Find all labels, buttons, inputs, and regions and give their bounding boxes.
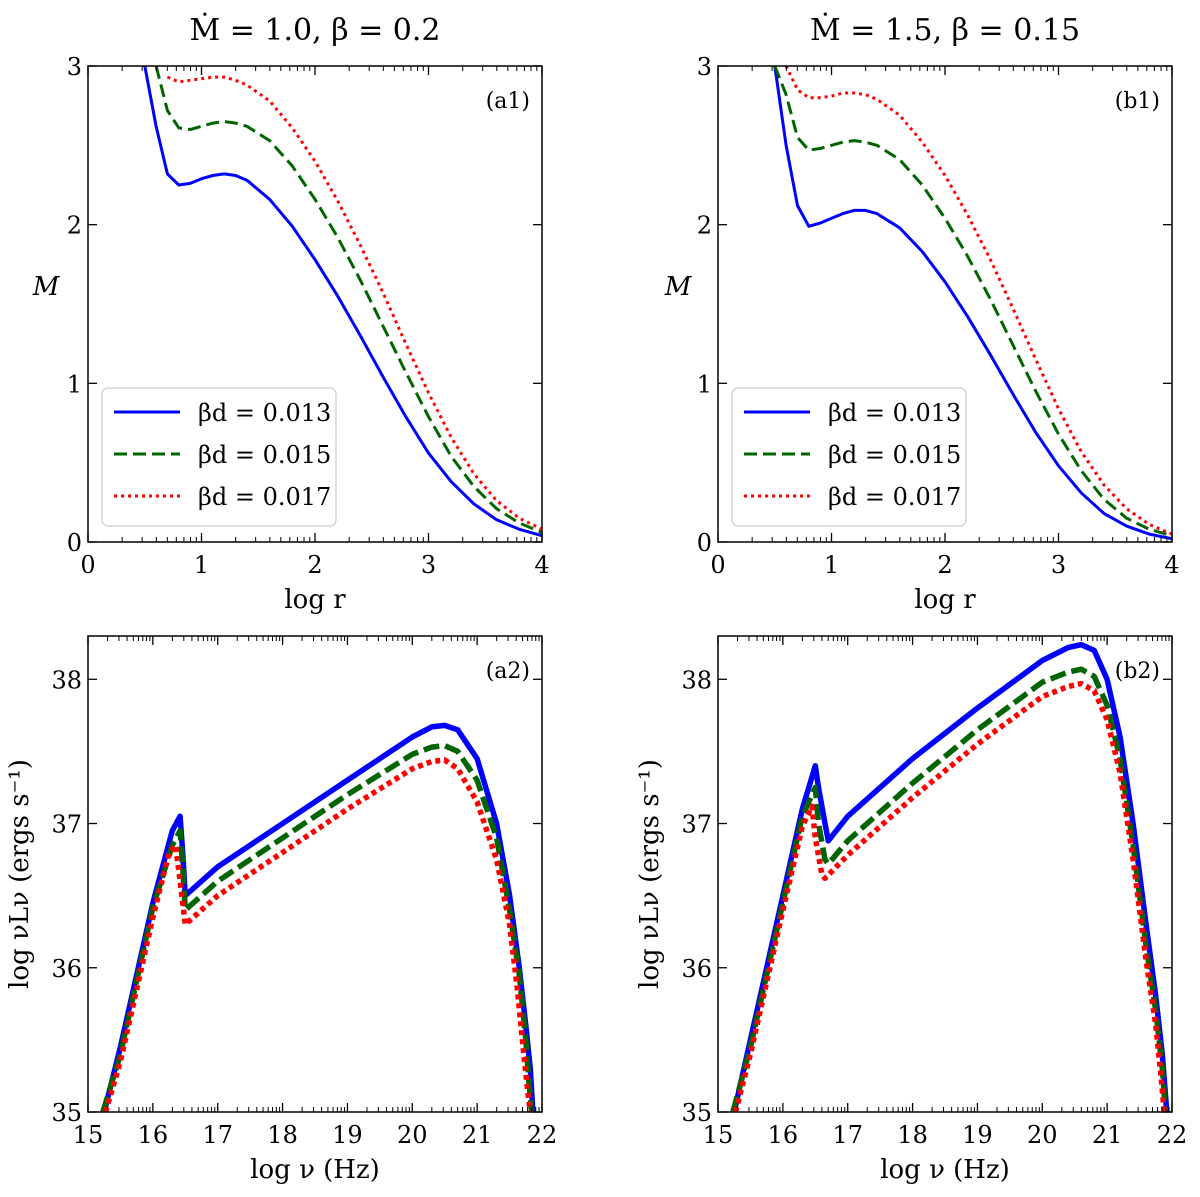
y-tick-label: 36 [51,955,82,983]
x-tick-label: 15 [703,1121,734,1149]
series-line-dashed [730,666,1169,1112]
legend-label: βd = 0.013 [828,399,961,427]
x-axis-label: log ν (Hz) [880,1155,1010,1185]
panel-tag: (a2) [486,659,530,684]
y-tick-label: 3 [67,53,82,81]
y-tick-label: 37 [51,811,82,839]
x-tick-label: 18 [267,1121,298,1149]
y-tick-label: 36 [681,955,712,983]
y-axis-label: log νLν (ergs s⁻¹) [635,759,665,989]
y-tick-label: 35 [681,1099,712,1127]
y-tick-label: 1 [67,370,82,398]
x-axis-label: log r [284,585,346,615]
x-tick-label: 0 [80,551,95,579]
x-axis-label: log r [914,585,976,615]
series-line-dotted [732,680,1167,1112]
y-tick-label: 38 [681,666,712,694]
series-line-dashed [100,742,535,1112]
x-tick-label: 21 [1092,1121,1123,1149]
x-tick-label: 20 [397,1121,428,1149]
x-tick-label: 22 [527,1121,558,1149]
series-line-solid [731,641,1170,1112]
y-axis-label: M [32,272,61,302]
y-tick-label: 37 [681,811,712,839]
x-tick-label: 17 [202,1121,233,1149]
x-tick-label: 19 [962,1121,993,1149]
x-tick-label: 4 [1164,551,1179,579]
panel-title: Ṁ = 1.0, β = 0.2 [190,12,441,48]
legend-box [731,387,967,527]
x-tick-label: 3 [1051,551,1066,579]
series-line-solid [143,66,542,538]
x-tick-label: 3 [421,551,436,579]
y-tick-label: 2 [67,212,82,240]
x-tick-label: 21 [462,1121,493,1149]
panel-title: Ṁ = 1.5, β = 0.15 [810,12,1080,48]
y-tick-label: 3 [697,53,712,81]
x-tick-label: 16 [138,1121,169,1149]
panel-tag: (a1) [486,89,530,114]
x-tick-label: 1 [194,551,209,579]
panel-b1: 0 1 2 3 4 0 1 2 3 log r M Ṁ = 1.5, β = 0.15 (b1) βd =… [664,12,1180,615]
x-tick-label: 0 [710,551,725,579]
series-line-dotted [784,66,1172,536]
legend-label: βd = 0.017 [198,483,331,511]
plot-frame [87,635,543,1113]
y-axis-label: log νLν (ergs s⁻¹) [5,759,35,989]
plot-frame [717,635,1173,1113]
series-line-dashed [154,66,542,534]
x-tick-label: 1 [824,551,839,579]
x-axis-label: log ν (Hz) [250,1155,380,1185]
y-tick-label: 38 [51,666,82,694]
panel-b2: 15 16 17 18 19 20 21 22 35 36 37 38 log ν (Hz) log νL… [635,635,1188,1185]
y-tick-label: 2 [697,212,712,240]
legend-label: βd = 0.017 [828,483,961,511]
series-line-solid [773,66,1172,541]
x-tick-label: 20 [1027,1121,1058,1149]
y-tick-label: 1 [697,370,712,398]
series-line-solid [101,722,536,1112]
series-line-dotted [102,757,534,1112]
x-tick-label: 18 [897,1121,928,1149]
y-tick-label: 35 [51,1099,82,1127]
legend-label: βd = 0.013 [198,399,331,427]
x-tick-label: 2 [937,551,952,579]
panel-tag: (b2) [1115,659,1160,684]
legend-box [101,387,337,527]
x-tick-label: 4 [534,551,549,579]
legend-label: βd = 0.015 [198,441,331,469]
y-axis-label: M [664,272,693,302]
legend-label: βd = 0.015 [828,441,961,469]
panel-a1: 0 1 2 3 4 0 1 2 3 log r M Ṁ = 1.0, β = 0.2 (a1) βd = … [32,12,550,615]
y-tick-label: 0 [697,529,712,557]
series-line-dashed [773,66,1172,538]
x-tick-label: 17 [832,1121,863,1149]
x-tick-label: 19 [332,1121,363,1149]
x-tick-label: 16 [768,1121,799,1149]
x-tick-label: 2 [307,551,322,579]
y-tick-label: 0 [67,529,82,557]
panel-a2: 15 16 17 18 19 20 21 22 35 36 37 38 log ν (Hz) log νL… [5,635,558,1185]
x-tick-label: 22 [1157,1121,1188,1149]
x-tick-label: 15 [73,1121,104,1149]
panel-tag: (b1) [1115,89,1160,114]
